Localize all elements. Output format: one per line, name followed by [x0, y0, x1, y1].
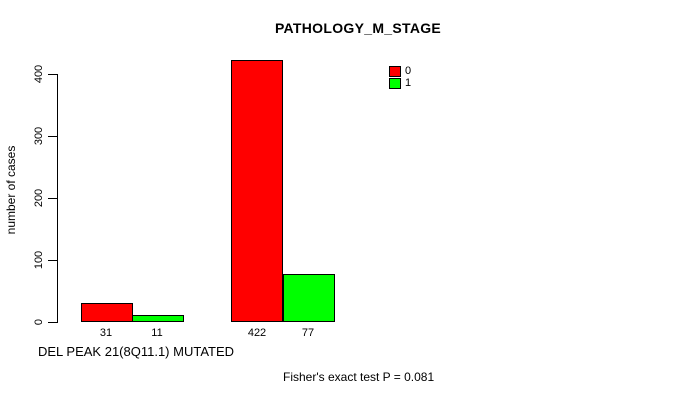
bar-group1-series0 — [81, 303, 133, 322]
legend-label-1: 1 — [405, 77, 412, 89]
bar-value-label: 422 — [247, 327, 267, 339]
y-tick — [48, 74, 57, 75]
bar-value-label: 31 — [99, 327, 113, 339]
y-tick — [48, 322, 57, 323]
y-tick-label: 400 — [33, 64, 45, 84]
y-tick-label: 100 — [33, 250, 45, 270]
fisher-test-note: Fisher's exact test P = 0.081 — [283, 370, 435, 384]
legend-label-0: 0 — [405, 65, 412, 77]
y-tick-label: 200 — [33, 188, 45, 208]
y-tick-label: 300 — [33, 126, 45, 146]
chart-title: PATHOLOGY_M_STAGE — [274, 20, 442, 36]
y-tick — [48, 260, 57, 261]
bar-value-label: 77 — [301, 327, 315, 339]
x-axis-label: DEL PEAK 21(8Q11.1) MUTATED — [38, 344, 235, 359]
bar-group2-series1 — [283, 274, 335, 322]
y-axis-line — [57, 74, 58, 323]
bar-group2-series0 — [231, 60, 283, 322]
legend-swatch-red — [389, 66, 401, 77]
y-axis-label: number of cases — [4, 145, 18, 235]
bar-value-label: 11 — [151, 327, 163, 339]
y-tick — [48, 136, 57, 137]
y-tick — [48, 198, 57, 199]
y-tick-label: 0 — [33, 318, 45, 326]
bar-group1-series1 — [132, 315, 184, 322]
legend-swatch-green — [389, 78, 401, 89]
